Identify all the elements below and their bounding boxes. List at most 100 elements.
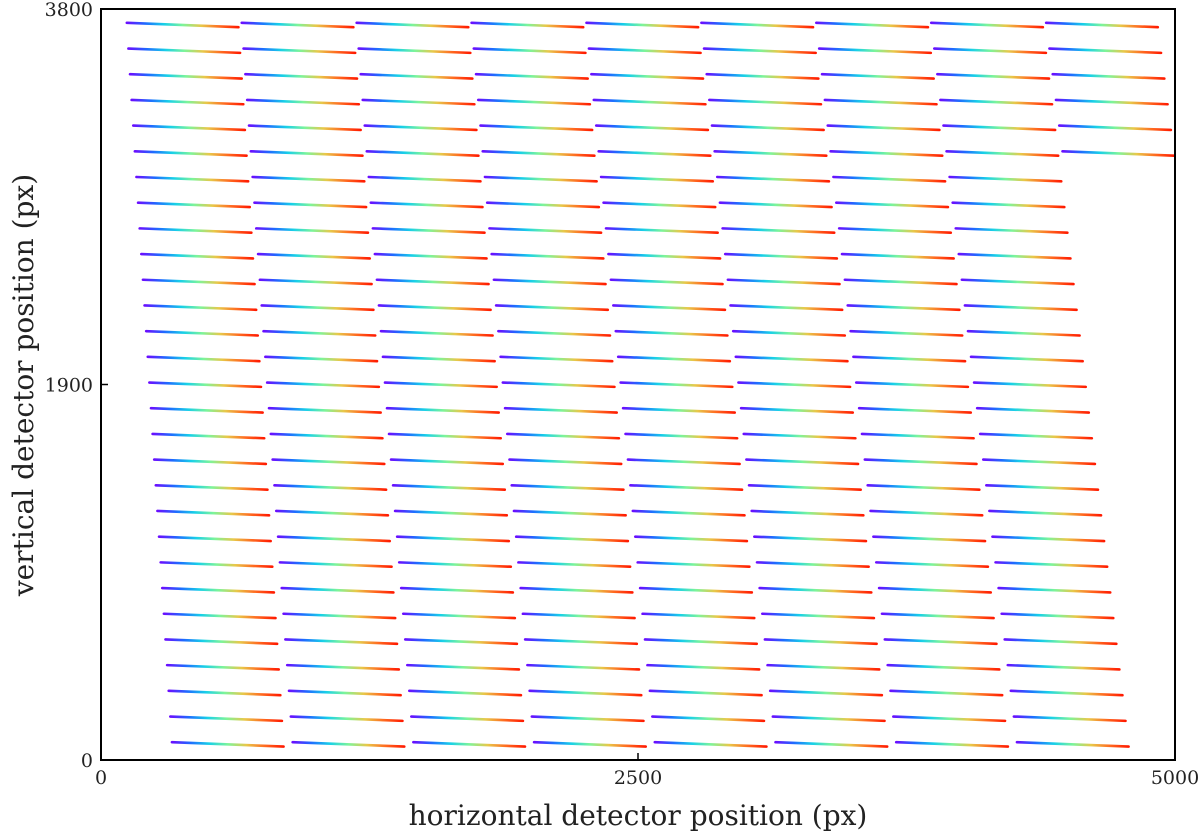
order-segment <box>164 638 279 646</box>
order-segment <box>274 509 390 517</box>
x-axis-title: horizontal detector position (px) <box>409 799 868 832</box>
y-tick-label: 3800 <box>45 0 93 21</box>
order-segment <box>1048 47 1163 55</box>
order-segment <box>715 175 831 183</box>
order-segment <box>840 252 955 260</box>
order-segment <box>385 406 500 414</box>
order-segment <box>774 740 889 748</box>
order-segment <box>939 98 1054 106</box>
order-segment <box>397 561 513 569</box>
order-segment <box>371 227 486 235</box>
order-segment <box>490 252 605 260</box>
order-segment <box>470 21 585 29</box>
order-segment <box>616 355 732 363</box>
order-segment <box>130 98 245 106</box>
order-segment <box>139 252 255 260</box>
order-segment <box>702 47 818 55</box>
order-segment <box>138 227 253 235</box>
order-segment <box>401 612 517 620</box>
order-segment <box>251 175 366 183</box>
order-segment <box>249 149 364 157</box>
order-segment <box>994 561 1109 569</box>
order-segment <box>159 561 274 569</box>
order-segment <box>718 201 833 209</box>
order-segment <box>488 227 603 235</box>
order-segment <box>814 21 930 29</box>
order-segment <box>472 47 587 55</box>
order-segment <box>991 535 1106 543</box>
order-segment <box>357 47 472 55</box>
order-segment <box>713 149 828 157</box>
order-segment <box>932 47 1048 55</box>
order-segment <box>143 304 258 312</box>
order-segment <box>409 715 525 723</box>
order-segment <box>823 98 938 106</box>
order-segment <box>399 586 515 594</box>
order-segment <box>758 586 873 594</box>
order-segment <box>125 21 240 29</box>
order-segment <box>355 21 470 29</box>
order-segment <box>951 201 1066 209</box>
x-tick-label: 5000 <box>1151 767 1199 789</box>
order-segment <box>501 381 616 389</box>
order-segment <box>886 663 1001 671</box>
order-segment <box>742 432 857 440</box>
order-segment <box>1054 98 1169 106</box>
axis-ticks: 0 2500 5000 0 1900 3800 <box>45 0 1200 789</box>
order-segment <box>766 663 881 671</box>
y-axis-title: vertical detector position (px) <box>7 174 40 597</box>
order-segment <box>1009 689 1124 697</box>
order-segment <box>849 329 964 337</box>
order-segment <box>133 149 248 157</box>
order-segment <box>167 689 282 697</box>
order-segment <box>874 561 990 569</box>
order-segment <box>242 47 357 55</box>
order-segment <box>863 458 978 466</box>
order-segment <box>755 561 870 569</box>
order-segment <box>247 124 362 132</box>
order-segment <box>267 406 382 414</box>
order-segment <box>526 663 641 671</box>
order-segment <box>960 278 1075 286</box>
order-segment <box>483 175 598 183</box>
order-segment <box>367 175 482 183</box>
order-segment <box>880 612 995 620</box>
order-segment <box>474 72 589 80</box>
order-segment <box>988 509 1103 517</box>
order-segment <box>144 329 260 337</box>
order-segment <box>154 483 269 491</box>
order-segment <box>361 98 476 106</box>
order-segment <box>768 689 884 697</box>
order-segment <box>149 406 264 414</box>
order-segment <box>260 304 375 312</box>
order-segment <box>826 124 941 132</box>
order-segment <box>760 612 876 620</box>
order-segment <box>969 355 1084 363</box>
order-segment <box>387 432 503 440</box>
order-segment <box>146 355 261 363</box>
order-segment <box>127 47 242 55</box>
order-segment <box>1061 149 1176 157</box>
order-segment <box>641 612 756 620</box>
order-segment <box>646 663 761 671</box>
order-segment <box>590 72 705 80</box>
order-segment <box>508 458 623 466</box>
order-segment <box>966 329 1081 337</box>
order-segment <box>359 72 474 80</box>
order-segment <box>929 21 1045 29</box>
order-segment <box>284 638 399 646</box>
order-segment <box>611 304 727 312</box>
order-segment <box>1044 21 1160 29</box>
order-segment <box>752 535 868 543</box>
order-segment <box>597 149 712 157</box>
order-segment <box>889 689 1004 697</box>
order-segment <box>485 201 601 209</box>
order-segment <box>942 124 1057 132</box>
order-segment <box>391 483 507 491</box>
order-segment <box>510 483 625 491</box>
order-segment <box>594 124 710 132</box>
order-segment <box>505 432 621 440</box>
order-segment <box>700 21 815 29</box>
order-segment <box>278 561 393 569</box>
order-segment <box>592 98 707 106</box>
